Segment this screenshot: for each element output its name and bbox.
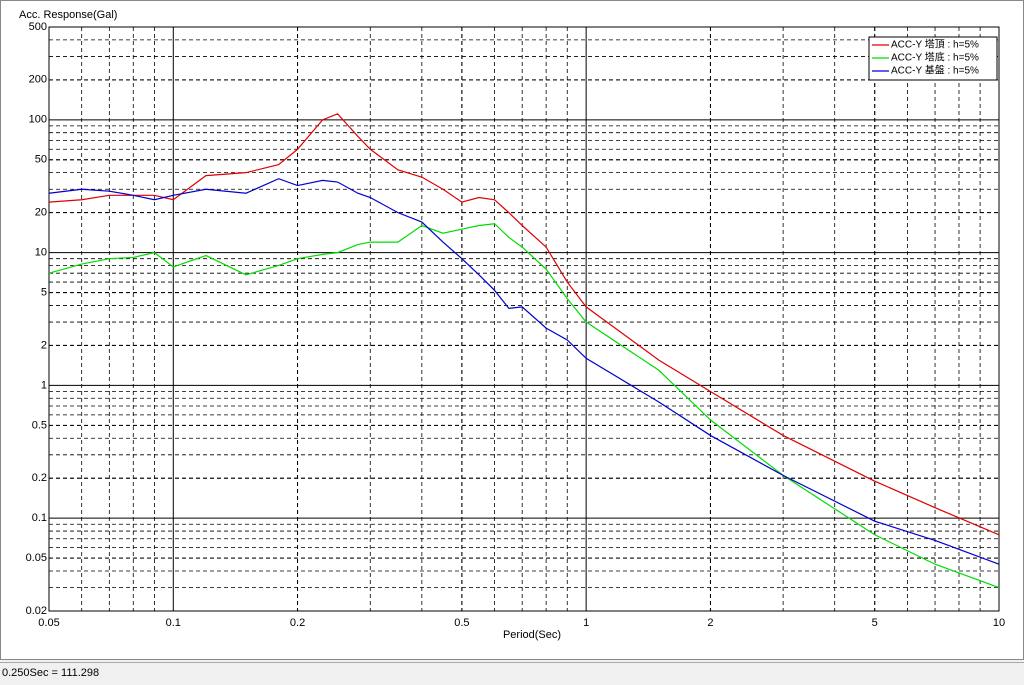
x-axis-label: Period(Sec): [503, 629, 561, 641]
legend-label: ACC-Y 塔頂 : h=5%: [891, 38, 979, 51]
y-tick-label: 500: [29, 21, 47, 33]
y-tick-label: 0.02: [26, 605, 47, 617]
y-tick-label: 20: [35, 207, 47, 219]
series-line: [48, 223, 1000, 589]
legend-box: [868, 36, 998, 81]
x-tick-label: 10: [993, 617, 1005, 629]
x-tick-label: 1: [583, 617, 589, 629]
y-tick-label: 5: [41, 286, 47, 298]
legend-label: ACC-Y 基盤 : h=5%: [891, 64, 979, 77]
series-line: [48, 113, 1000, 536]
chart-panel: Acc. Response(Gal) Period(Sec) 0.02 0.05 0…: [0, 0, 1024, 660]
x-tick-label: 2: [707, 617, 713, 629]
plot-frame: [48, 26, 1000, 612]
x-tick-label: 5: [872, 617, 878, 629]
y-tick-label: 0.05: [26, 552, 47, 564]
y-tick-label: 100: [29, 114, 47, 126]
y-tick-label: 1: [41, 379, 47, 391]
y-tick-label: 50: [35, 154, 47, 166]
y-tick-label: 0.2: [32, 472, 47, 484]
y-tick-label: 0.1: [32, 512, 47, 524]
x-tick-label: 0.05: [38, 617, 59, 629]
x-tick-label: 0.2: [290, 617, 305, 629]
y-axis-label: Acc. Response(Gal): [19, 9, 117, 21]
legend-label: ACC-Y 塔底 : h=5%: [891, 51, 979, 64]
series-line: [48, 178, 1000, 565]
x-tick-label: 0.1: [166, 617, 181, 629]
status-bar: 0.250Sec = 111.298: [0, 662, 1024, 685]
y-tick-label: 2: [41, 339, 47, 351]
y-tick-label: 200: [29, 74, 47, 86]
x-tick-label: 0.5: [454, 617, 469, 629]
y-tick-label: 10: [35, 247, 47, 259]
chart: Acc. Response(Gal) Period(Sec) 0.020.050…: [19, 9, 1005, 641]
y-tick-label: 0.5: [32, 419, 47, 431]
